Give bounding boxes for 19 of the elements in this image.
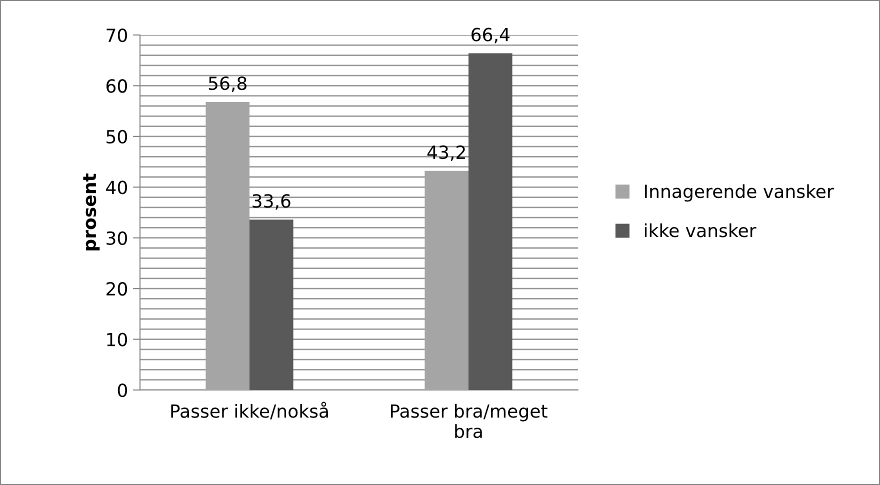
legend-label: Innagerende vansker	[645, 184, 834, 202]
y-axis-title: prosent	[83, 174, 100, 250]
y-tick-label: 10	[107, 332, 127, 346]
bar	[250, 220, 294, 390]
legend-label: ikke vansker	[644, 223, 756, 238]
y-tick-label: 50	[106, 130, 127, 144]
y-tick-label: 30	[106, 231, 127, 245]
y-tick-label: 40	[106, 180, 127, 194]
y-tick-label: 20	[106, 282, 127, 296]
data-label: 43,2	[427, 145, 465, 161]
data-label: 56,8	[208, 76, 246, 92]
data-label: 66,4	[472, 28, 510, 44]
data-label: 33,6	[252, 194, 290, 210]
x-tick-label: Passer ikke/nokså	[171, 402, 328, 420]
y-tick-label: 70	[106, 28, 127, 42]
y-tick-label: 60	[106, 79, 127, 93]
x-tick-label: Passer bra/meget bra	[390, 404, 548, 438]
y-tick-label: 0	[118, 383, 127, 398]
bar	[468, 53, 512, 390]
